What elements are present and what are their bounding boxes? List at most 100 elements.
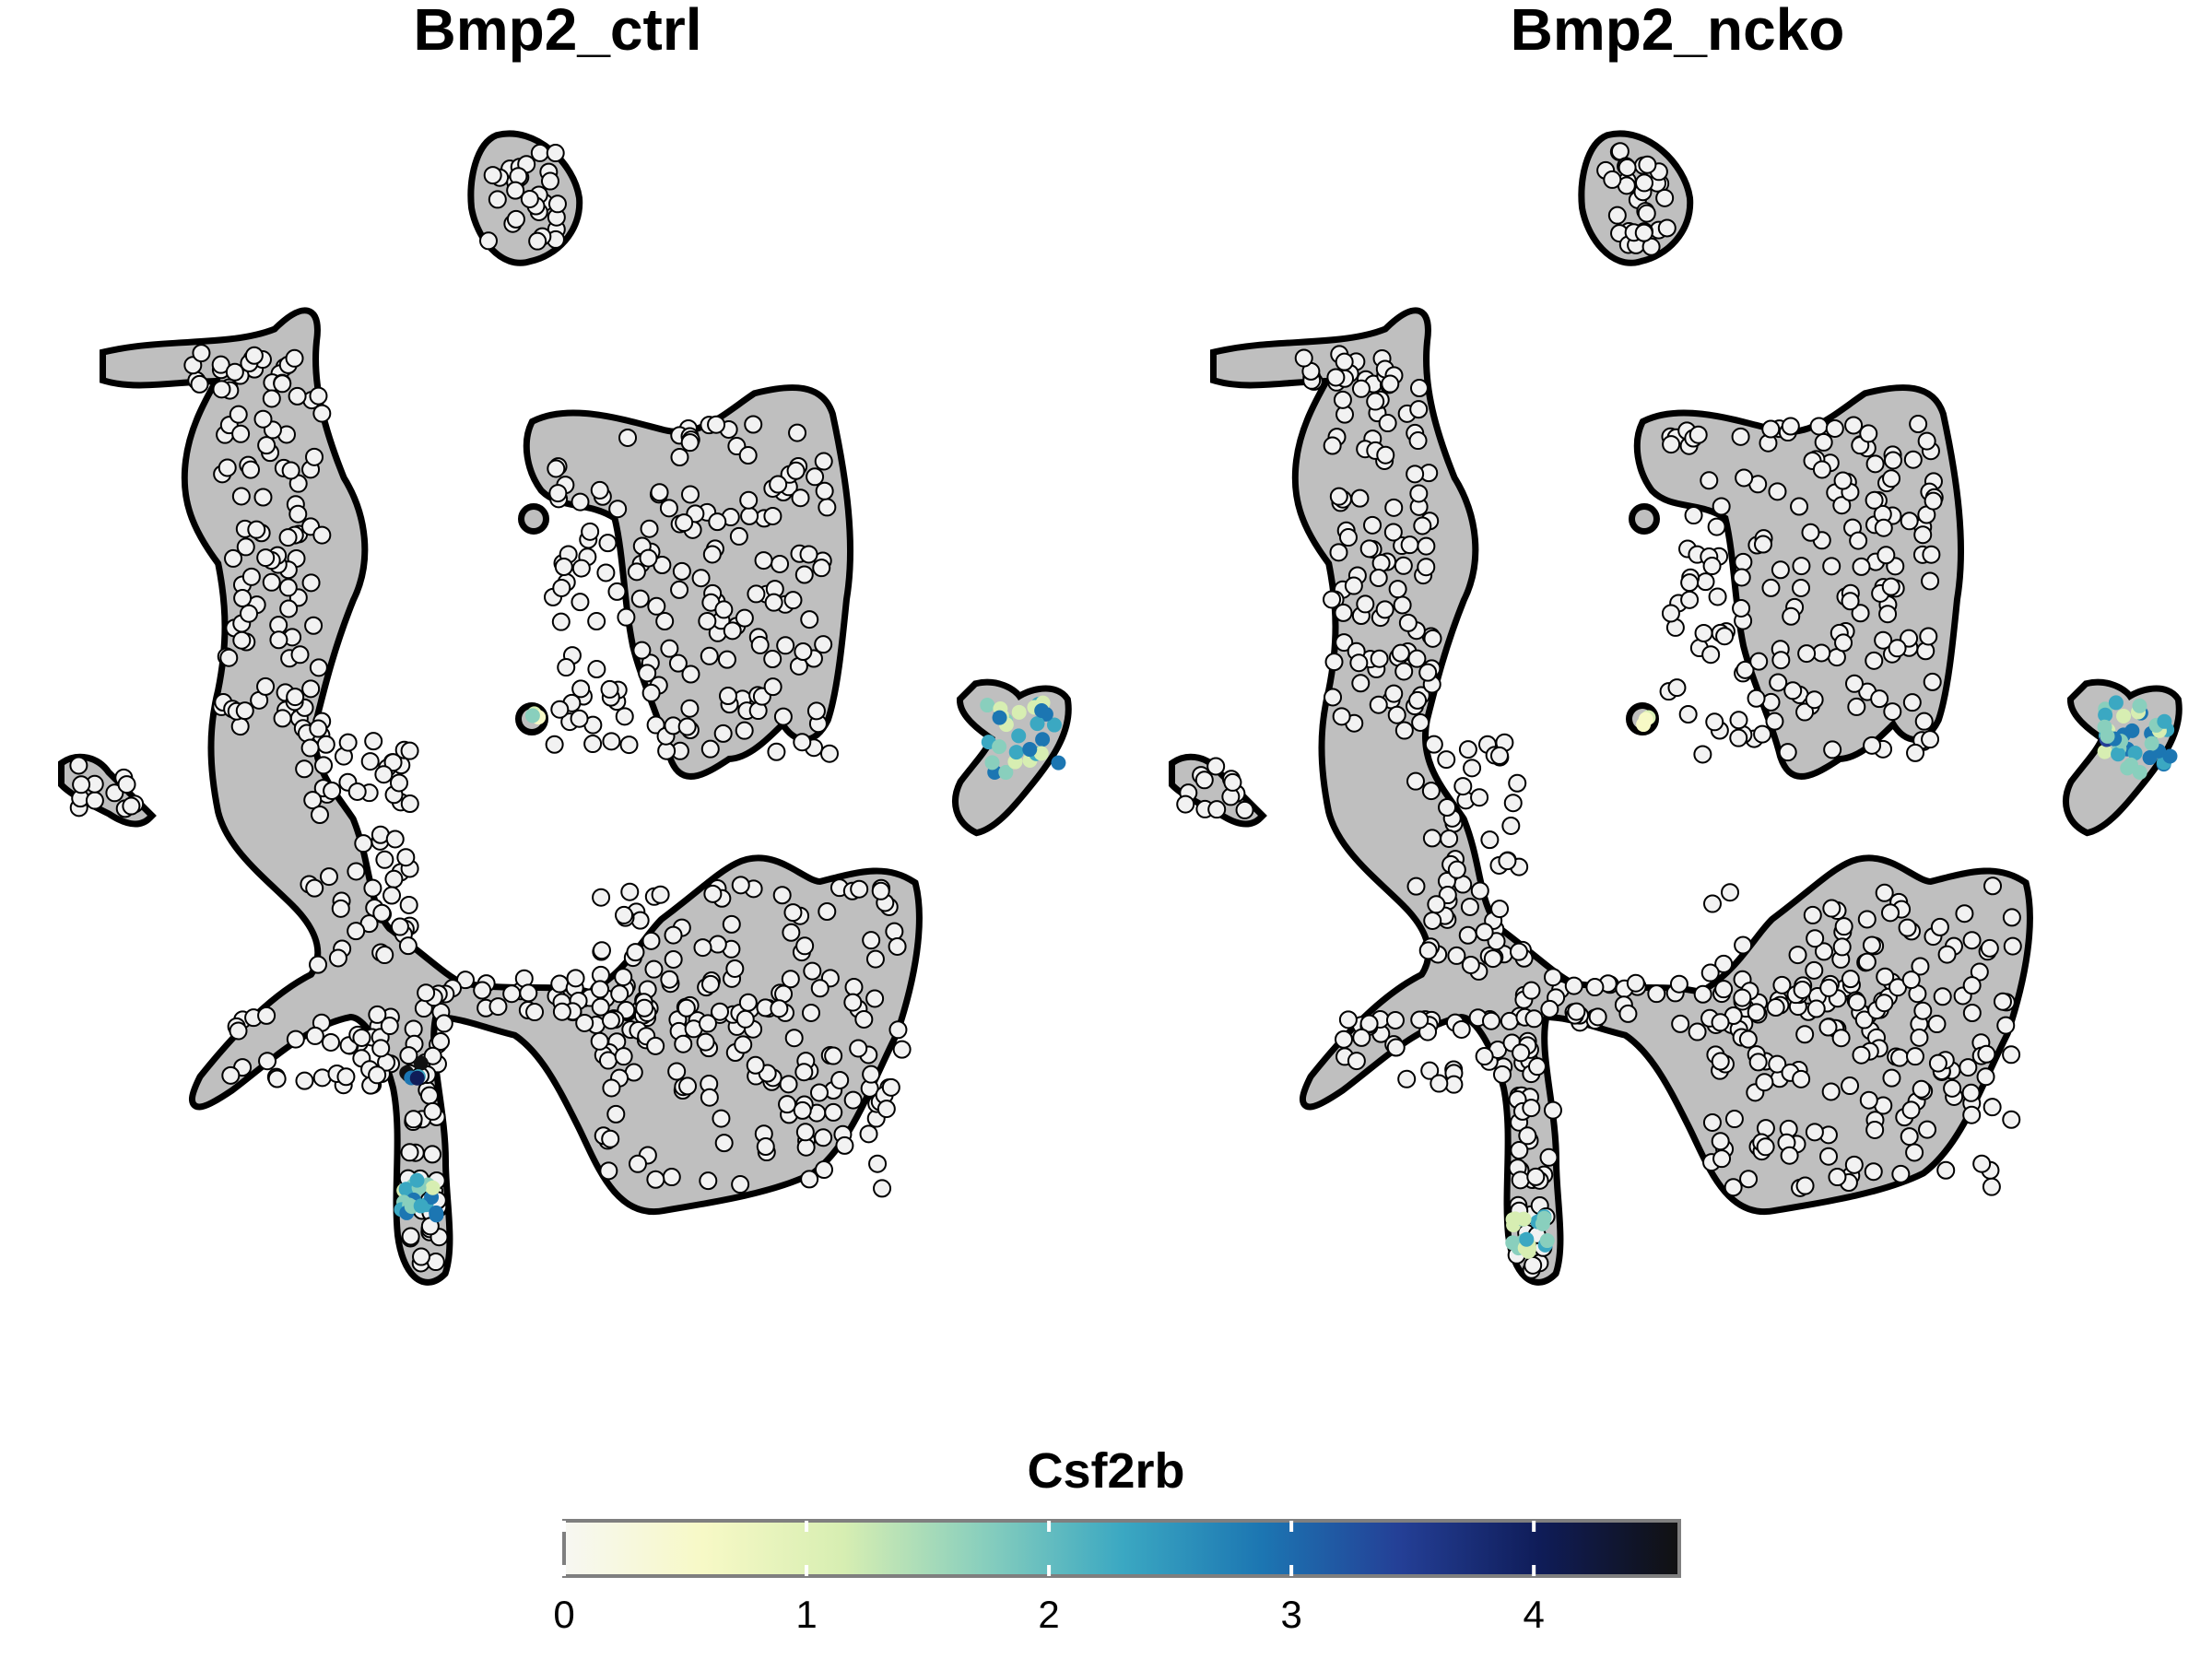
cell-point	[1735, 660, 1755, 679]
cell-point	[552, 578, 571, 597]
expressing-cell-point	[2157, 713, 2172, 729]
cell-point	[1680, 590, 1700, 609]
cell-point	[786, 461, 806, 480]
cell-point	[1832, 937, 1852, 957]
cell-point	[390, 917, 409, 936]
cell-point	[1406, 465, 1425, 484]
cell-point	[681, 665, 700, 684]
cell-point	[606, 1104, 626, 1124]
panel-bmp2-ncko	[1175, 136, 2177, 1278]
cell-point	[718, 687, 737, 706]
cell-point	[843, 993, 863, 1012]
cell-point	[1753, 724, 1772, 744]
cell-point	[319, 867, 338, 887]
cell-point	[677, 717, 697, 736]
cell-point	[1634, 223, 1653, 242]
cell-point	[1607, 206, 1627, 225]
cell-point	[218, 458, 237, 477]
cell-point	[1724, 1110, 1744, 1129]
cell-point	[794, 642, 813, 662]
expressing-cell-point	[2127, 746, 2143, 761]
cell-point	[286, 1030, 305, 1049]
cell-point	[117, 775, 136, 794]
cell-point	[722, 914, 741, 934]
cell-point	[1962, 976, 1982, 995]
cell-point	[528, 231, 547, 251]
cell-point	[711, 1002, 730, 1021]
cell-point	[614, 968, 633, 987]
cell-point	[1901, 1100, 1921, 1120]
cell-point	[1518, 1126, 1537, 1146]
expressing-cell-point	[1539, 1233, 1555, 1249]
cell-point	[698, 1014, 717, 1033]
cell-point	[677, 998, 696, 1018]
cell-point	[309, 658, 328, 677]
cell-point	[290, 645, 310, 665]
cell-point	[273, 374, 292, 394]
cell-point	[1769, 673, 1788, 692]
cell-point	[1223, 772, 1242, 792]
cell-point	[1684, 506, 1703, 525]
cell-point	[1700, 963, 1720, 982]
cell-point	[674, 1034, 693, 1053]
cell-point	[782, 923, 801, 942]
cell-point	[1688, 1022, 1707, 1041]
cell-point	[300, 738, 320, 758]
cell-point	[806, 701, 826, 721]
cell-point	[773, 707, 793, 726]
cell-point	[1729, 711, 1748, 730]
cell-point	[192, 344, 211, 363]
cell-point	[1927, 1015, 1947, 1034]
cell-point	[601, 1129, 620, 1148]
cell-point	[219, 648, 239, 667]
cell-point	[545, 735, 564, 754]
cell-point	[305, 878, 324, 898]
cell-point	[1912, 1079, 1931, 1099]
cell-point	[221, 1065, 241, 1085]
cell-point	[793, 1100, 812, 1120]
cell-point	[328, 948, 347, 968]
cell-point	[1490, 900, 1510, 919]
cell-point	[659, 499, 678, 518]
cell-points	[69, 143, 1066, 1273]
expressing-cell-point	[1011, 704, 1027, 720]
cell-point	[744, 415, 763, 434]
cell-point	[815, 481, 834, 500]
cell-point	[431, 1032, 451, 1052]
cell-point	[795, 936, 815, 956]
cell-point	[680, 699, 700, 718]
cell-point	[1700, 471, 1719, 490]
expressing-cell-point	[1034, 702, 1050, 718]
cell-point	[230, 717, 250, 736]
cell-point	[571, 492, 590, 512]
cell-point	[672, 561, 691, 581]
cell-point	[662, 1168, 681, 1187]
cell-point	[540, 171, 559, 191]
cell-point	[819, 744, 839, 763]
cell-point	[888, 1020, 908, 1040]
cell-point	[781, 970, 800, 989]
cell-point	[1814, 432, 1833, 452]
cell-point	[396, 848, 416, 867]
cell-point	[618, 428, 638, 447]
cell-point	[598, 534, 618, 553]
cell-point	[1922, 545, 1941, 564]
cell-point	[647, 596, 666, 616]
cell-point	[1702, 557, 1722, 576]
expressing-cell-point	[2124, 723, 2140, 738]
cell-point	[1865, 651, 1884, 670]
cell-point	[770, 999, 789, 1018]
cell-point	[843, 1090, 863, 1110]
cell-point	[795, 1123, 815, 1142]
cell-point	[1567, 1002, 1586, 1021]
cell-point	[1783, 681, 1803, 700]
cell-point	[488, 190, 507, 209]
cell-point	[571, 679, 591, 699]
cell-point	[1712, 1149, 1732, 1169]
cell-point	[1370, 649, 1389, 668]
cell-point	[772, 886, 792, 905]
cell-point	[1703, 894, 1723, 913]
cell-point	[419, 1086, 439, 1105]
cell-point	[1585, 978, 1605, 997]
colorbar-tick-label: 2	[1038, 1593, 1060, 1636]
